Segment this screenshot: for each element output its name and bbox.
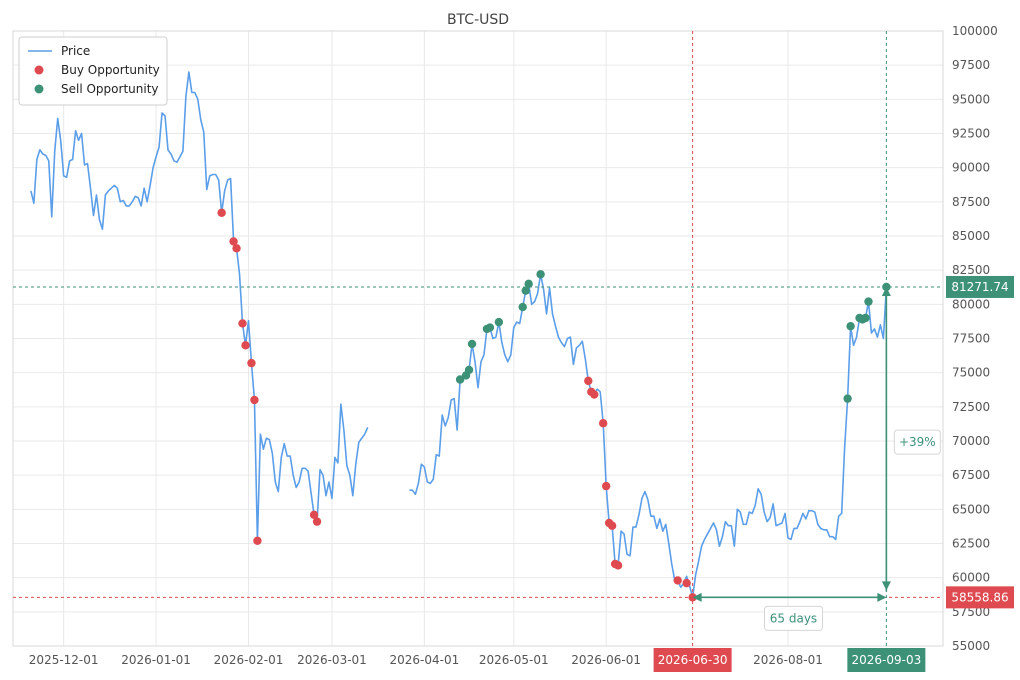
buy-point <box>247 358 256 368</box>
y-tick-label: 95000 <box>952 92 990 106</box>
y-tick-label: 60000 <box>952 571 990 585</box>
low-date-label: 2026-06-30 <box>658 653 728 667</box>
annotations: 65 days +39% 81271.74 58558.86 2026-06-30 202… <box>653 275 1014 672</box>
x-tick-label: 2026-05-01 <box>479 653 549 667</box>
legend-buy-label: Buy Opportunity <box>61 63 160 77</box>
change-arrowhead-down <box>881 581 891 591</box>
series <box>30 71 888 599</box>
legend-box <box>18 36 168 106</box>
x-tick-label: 2026-06-01 <box>571 653 641 667</box>
high-date-label: 2026-09-03 <box>851 653 921 667</box>
chart-title: BTC-USD <box>447 12 509 28</box>
sell-point <box>843 394 852 403</box>
buy-point <box>584 376 593 386</box>
opportunity-points <box>217 208 891 602</box>
low-date-badge <box>653 648 732 672</box>
y-tick-label: 80000 <box>952 297 990 311</box>
duration-arrowhead-right <box>877 592 887 602</box>
y-tick-label: 82500 <box>952 263 990 277</box>
x-tick-label: 2025-12-01 <box>29 653 99 667</box>
low-value-badge <box>946 586 1014 609</box>
y-tick-label: 90000 <box>952 161 990 175</box>
sell-point <box>864 297 873 306</box>
high-value-badge <box>946 275 1014 298</box>
high-value-label: 81271.74 <box>951 280 1008 294</box>
y-tick-label: 72500 <box>952 400 990 414</box>
low-value-label: 58558.86 <box>951 590 1008 604</box>
buy-point <box>601 481 611 491</box>
y-tick-label: 85000 <box>952 229 990 243</box>
sell-point <box>846 322 855 331</box>
buy-point <box>309 510 319 519</box>
high-date-badge <box>847 648 926 672</box>
change-arrowhead-up <box>881 286 891 296</box>
sell-point <box>536 270 545 279</box>
price-line <box>409 273 888 599</box>
buy-point <box>673 576 682 585</box>
buy-point <box>229 237 238 246</box>
price-line <box>30 71 369 542</box>
sell-point <box>485 323 495 332</box>
y-tick-label: 92500 <box>952 127 990 141</box>
change-label: +39% <box>899 435 936 449</box>
sell-point <box>455 375 465 384</box>
y-tick-label: 67500 <box>952 468 990 482</box>
x-tick-label: 2026-02-01 <box>214 653 284 667</box>
x-tick-label: 2026-04-01 <box>389 653 459 667</box>
sell-point <box>464 365 474 375</box>
y-tick-label: 87500 <box>952 195 990 209</box>
change-label-box <box>893 429 941 455</box>
legend: Price Buy Opportunity Sell Opportunity <box>18 36 168 106</box>
buy-point <box>607 521 617 530</box>
buy-point <box>250 395 259 405</box>
x-tick-label: 2026-01-01 <box>121 653 191 667</box>
y-axis: 5500057500600006250065000675007000072500… <box>952 24 998 653</box>
y-tick-label: 70000 <box>952 434 990 448</box>
sell-point <box>494 317 504 327</box>
buy-point <box>253 536 262 545</box>
buy-point <box>241 341 250 350</box>
buy-point <box>613 561 623 570</box>
x-tick-label: 2026-03-01 <box>297 653 367 667</box>
buy-point <box>217 208 226 217</box>
buy-point <box>232 244 241 253</box>
sell-point <box>861 313 870 323</box>
buy-point <box>238 319 247 328</box>
x-axis: 2025-12-01 2026-01-01 2026-02-01 2026-03-01… <box>29 653 823 667</box>
buy-point <box>682 578 691 588</box>
sell-point <box>524 279 533 289</box>
legend-buy-swatch <box>34 65 44 75</box>
grid <box>13 30 943 647</box>
sell-point <box>521 286 530 295</box>
y-tick-label: 75000 <box>952 366 990 380</box>
x-tick-label: 2026-08-01 <box>753 653 823 667</box>
y-tick-label: 65000 <box>952 502 990 516</box>
plot-frame <box>12 30 944 647</box>
y-tick-label: 77500 <box>952 332 990 346</box>
buy-point <box>590 390 599 399</box>
buy-point <box>598 419 608 428</box>
y-tick-label: 97500 <box>952 58 990 72</box>
buy-point <box>312 517 322 526</box>
sell-point <box>518 302 527 312</box>
legend-price-label: Price <box>61 44 90 58</box>
sell-point <box>467 339 477 349</box>
legend-sell-swatch <box>34 84 44 94</box>
y-tick-label: 62500 <box>952 537 990 551</box>
duration-label: 65 days <box>770 611 817 625</box>
y-tick-label: 55000 <box>952 639 990 653</box>
duration-label-box <box>763 605 823 631</box>
sell-point <box>882 282 891 292</box>
duration-arrowhead-left <box>692 592 702 602</box>
legend-sell-label: Sell Opportunity <box>61 82 159 96</box>
buy-point <box>688 593 697 602</box>
y-tick-label: 100000 <box>952 24 998 38</box>
